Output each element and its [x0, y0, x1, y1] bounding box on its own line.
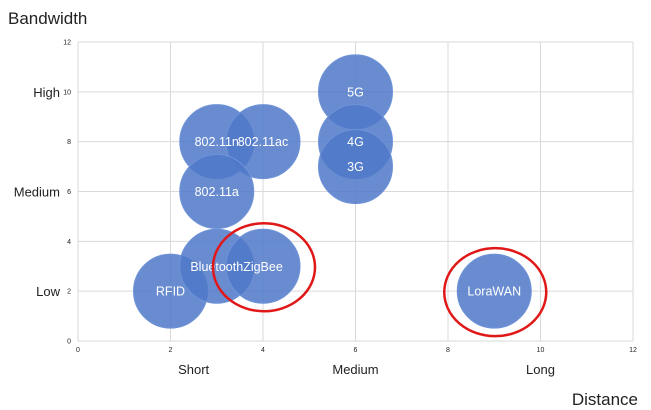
bubble-label: 802.11n: [195, 135, 239, 149]
bubble: [179, 154, 255, 229]
bubble-label: Bluetooth: [190, 260, 243, 274]
x-tick-label: 12: [629, 347, 637, 354]
y-axis-title: Bandwidth: [8, 9, 87, 28]
y-category-labels: High Medium Low: [14, 85, 61, 299]
y-category-label: Medium: [14, 185, 60, 200]
x-tick-label: 8: [446, 347, 450, 354]
y-tick-label: 12: [63, 40, 71, 47]
bubble-label: 3G: [347, 160, 364, 174]
y-tick-label: 2: [67, 289, 71, 296]
bubble-label: 4G: [347, 135, 364, 149]
bubble: [456, 253, 532, 329]
bubble: [225, 104, 301, 180]
x-tick-label: 10: [537, 347, 545, 354]
x-tick-label: 2: [169, 347, 173, 354]
x-category-label: Short: [178, 362, 209, 377]
y-tick-label: 10: [63, 89, 71, 96]
bubble-label: 802.11ac: [238, 135, 289, 149]
x-tick-labels: 0 2 4 6 8 10 12: [76, 347, 637, 354]
highlight-rings: [211, 222, 548, 338]
bubble-label: 5G: [347, 85, 364, 99]
highlight-ring: [211, 222, 317, 313]
y-tick-label: 0: [67, 339, 71, 346]
highlight-ring: [443, 246, 548, 338]
x-category-label: Medium: [332, 362, 378, 377]
y-tick-label: 6: [67, 189, 71, 196]
y-tick-label: 4: [67, 239, 71, 246]
bubble: [318, 129, 393, 205]
bubble-label: 802.11a: [195, 185, 239, 199]
x-tick-label: 6: [354, 347, 358, 354]
y-tick-label: 8: [67, 139, 71, 146]
x-category-label: Long: [526, 362, 555, 377]
y-category-label: High: [33, 85, 60, 100]
x-category-labels: Short Medium Long: [178, 362, 555, 377]
y-tick-labels: 0 2 4 6 8 10 12: [63, 40, 71, 346]
x-tick-label: 4: [261, 347, 265, 354]
bubble: [225, 228, 301, 304]
bubble-label: RFID: [156, 285, 185, 299]
x-axis-title: Distance: [572, 390, 638, 409]
x-tick-label: 0: [76, 347, 80, 354]
bubble-label: ZigBee: [243, 260, 283, 274]
bubble-label: LoraWAN: [467, 285, 521, 299]
y-category-label: Low: [36, 284, 60, 299]
